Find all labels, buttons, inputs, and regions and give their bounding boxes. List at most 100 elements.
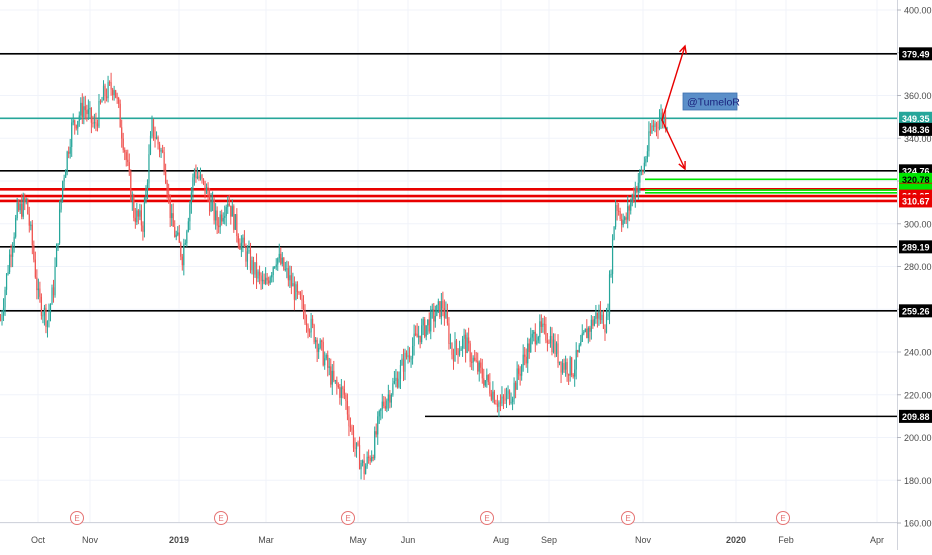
candle-body bbox=[301, 298, 303, 301]
candle-body bbox=[75, 125, 77, 129]
candle-body bbox=[201, 175, 203, 179]
candle-body bbox=[354, 447, 356, 449]
candle-body bbox=[637, 182, 639, 193]
candle-body bbox=[504, 398, 506, 401]
candle-body bbox=[318, 347, 320, 352]
candle-body bbox=[583, 332, 585, 334]
candle-body bbox=[12, 246, 14, 257]
candle-body bbox=[581, 333, 583, 342]
candle-body bbox=[186, 231, 188, 244]
candle-body bbox=[124, 149, 126, 153]
candle-body bbox=[577, 350, 579, 353]
candle-body bbox=[155, 137, 158, 139]
candle-body bbox=[427, 319, 429, 326]
candle-body bbox=[39, 288, 41, 297]
candle-body bbox=[204, 180, 206, 194]
candle-body bbox=[92, 122, 94, 124]
candle-body bbox=[289, 275, 291, 281]
candle-body bbox=[137, 210, 139, 217]
candle-body bbox=[457, 348, 459, 356]
candle-body bbox=[345, 394, 347, 401]
candle-body bbox=[15, 217, 17, 237]
candle-body bbox=[51, 287, 53, 305]
candle-body bbox=[248, 250, 250, 252]
candle-body bbox=[346, 400, 349, 415]
candle-body bbox=[658, 119, 661, 129]
candle-body bbox=[545, 324, 547, 341]
candle-body bbox=[596, 312, 599, 319]
candle-body bbox=[471, 361, 473, 363]
candle-body bbox=[25, 199, 27, 202]
candle-body bbox=[202, 178, 205, 181]
candle-body bbox=[24, 197, 26, 202]
candle-body bbox=[563, 363, 565, 370]
candle-body bbox=[501, 396, 503, 404]
candle-body bbox=[224, 216, 226, 218]
candle-body bbox=[495, 403, 497, 405]
candle-body bbox=[280, 253, 282, 264]
candle-body bbox=[199, 175, 202, 179]
candle-body bbox=[499, 402, 502, 404]
candle-body bbox=[357, 442, 359, 446]
candle-body bbox=[336, 380, 338, 386]
earnings-marker-label: E bbox=[780, 514, 785, 523]
candle-body bbox=[348, 414, 350, 427]
candle-body bbox=[660, 112, 662, 120]
time-axis-label: Nov bbox=[82, 535, 99, 545]
candle-body bbox=[55, 245, 58, 267]
arrow-down-head bbox=[678, 160, 686, 171]
candle-body bbox=[310, 318, 312, 333]
candle-body bbox=[508, 390, 511, 404]
candle-body bbox=[31, 224, 33, 246]
candle-body bbox=[527, 343, 529, 364]
candle-body bbox=[599, 311, 602, 321]
candle-body bbox=[2, 307, 5, 315]
candle-body bbox=[62, 181, 64, 199]
candle-body bbox=[374, 431, 376, 459]
candle-body bbox=[184, 243, 186, 245]
earnings-marker-label: E bbox=[345, 514, 350, 523]
candle-body bbox=[439, 301, 441, 318]
candle-body bbox=[375, 431, 377, 435]
candle-body bbox=[60, 198, 62, 210]
earnings-marker bbox=[70, 511, 84, 525]
price-badge-label: 310.67 bbox=[902, 196, 930, 206]
candle-body bbox=[664, 116, 667, 129]
candle-body bbox=[65, 170, 67, 178]
candle-body bbox=[143, 202, 146, 232]
candle-body bbox=[274, 266, 276, 268]
candle-body bbox=[42, 315, 44, 317]
candle-body bbox=[387, 394, 389, 401]
candle-body bbox=[496, 404, 499, 407]
candle-body bbox=[292, 283, 294, 287]
time-axis: Oct Nov 2019 Mar May Jun Aug Sep Nov 2020 Feb Apr bbox=[31, 535, 884, 545]
candle-body bbox=[619, 211, 621, 219]
candle-body bbox=[95, 122, 97, 124]
candle-body bbox=[513, 382, 515, 399]
annotation-text: @TumeloR bbox=[687, 97, 740, 109]
price-badge bbox=[899, 194, 932, 208]
candle-body bbox=[428, 319, 430, 332]
candle-body bbox=[218, 225, 220, 228]
drawings: @TumeloR bbox=[661, 44, 740, 171]
candle-body bbox=[605, 316, 608, 333]
candle-body bbox=[424, 319, 426, 337]
candle-body bbox=[351, 427, 353, 431]
candle-body bbox=[319, 340, 321, 348]
candle-body bbox=[571, 357, 573, 376]
candle-body bbox=[378, 410, 380, 417]
candle-body bbox=[380, 408, 382, 411]
price-tick-label: 340.00 bbox=[904, 134, 932, 144]
candle-body bbox=[558, 361, 561, 364]
price-badge-label: 209.88 bbox=[902, 412, 930, 422]
candle-body bbox=[399, 365, 402, 379]
candle-body bbox=[304, 311, 306, 324]
candle-body bbox=[112, 89, 114, 96]
candle-body bbox=[257, 271, 259, 279]
candle-body bbox=[230, 205, 232, 217]
candle-body bbox=[46, 321, 49, 327]
